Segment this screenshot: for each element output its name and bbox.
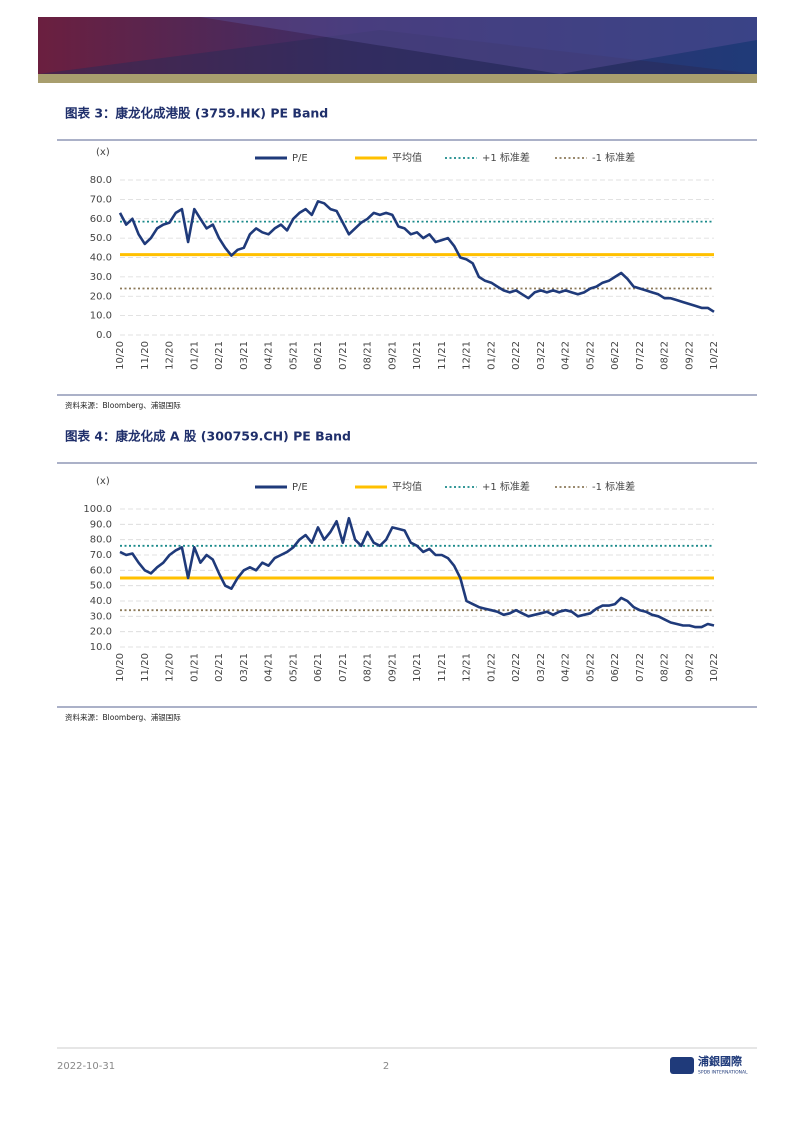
x-tick-label: 09/21 — [387, 341, 398, 370]
x-tick-label: 12/21 — [462, 653, 473, 682]
x-tick-label: 06/21 — [313, 341, 324, 370]
y-axis-label: (x) — [96, 147, 110, 158]
legend-label: +1 标准差 — [482, 480, 530, 493]
x-tick-label: 01/21 — [189, 653, 200, 682]
x-tick-label: 04/22 — [561, 653, 572, 682]
y-tick-label: 80.0 — [90, 535, 112, 546]
y-tick-label: 20.0 — [90, 291, 112, 302]
y-tick-label: 90.0 — [90, 519, 112, 530]
x-tick-label: 08/21 — [363, 653, 374, 682]
x-tick-label: 03/22 — [536, 341, 547, 370]
x-tick-label: 02/22 — [511, 341, 522, 370]
y-tick-label: 70.0 — [90, 194, 112, 205]
figure-title: 图表 3：康龙化成港股 (3759.HK) PE Band — [65, 106, 328, 121]
x-tick-label: 01/22 — [486, 341, 497, 370]
y-tick-label: 20.0 — [90, 627, 112, 638]
x-tick-label: 03/21 — [239, 653, 250, 682]
x-tick-label: 07/21 — [338, 341, 349, 370]
x-tick-label: 10/22 — [709, 341, 720, 370]
x-tick-label: 10/22 — [709, 653, 720, 682]
x-tick-label: 09/22 — [684, 653, 695, 682]
x-tick-label: 10/21 — [412, 341, 423, 370]
y-tick-label: 10.0 — [90, 642, 112, 653]
x-tick-label: 05/22 — [585, 653, 596, 682]
figure-title: 图表 4：康龙化成 A 股 (300759.CH) PE Band — [65, 429, 351, 444]
legend-label: P/E — [292, 153, 308, 164]
legend-label: -1 标准差 — [592, 480, 635, 493]
x-tick-label: 04/21 — [264, 653, 275, 682]
x-tick-label: 03/22 — [536, 653, 547, 682]
logo-subtext: SPDB INTERNATIONAL — [698, 1070, 748, 1076]
source-note: 资料来源：Bloomberg、浦银国际 — [65, 712, 181, 722]
y-tick-label: 100.0 — [83, 504, 112, 515]
legend-label: P/E — [292, 482, 308, 493]
y-tick-label: 60.0 — [90, 214, 112, 225]
source-note: 资料来源：Bloomberg、浦银国际 — [65, 400, 181, 410]
y-tick-label: 30.0 — [90, 611, 112, 622]
x-tick-label: 04/21 — [264, 341, 275, 370]
x-tick-label: 06/21 — [313, 653, 324, 682]
x-tick-label: 05/21 — [288, 341, 299, 370]
x-tick-label: 11/20 — [140, 653, 151, 682]
x-tick-label: 06/22 — [610, 341, 621, 370]
x-tick-label: 02/21 — [214, 341, 225, 370]
y-tick-label: 80.0 — [90, 175, 112, 186]
legend-label: 平均值 — [392, 480, 422, 493]
x-tick-label: 05/21 — [288, 653, 299, 682]
x-tick-label: 03/21 — [239, 341, 250, 370]
x-tick-label: 09/22 — [684, 341, 695, 370]
x-tick-label: 07/21 — [338, 653, 349, 682]
x-tick-label: 11/20 — [140, 341, 151, 370]
y-tick-label: 50.0 — [90, 233, 112, 244]
x-tick-label: 10/21 — [412, 653, 423, 682]
y-tick-label: 30.0 — [90, 272, 112, 283]
x-tick-label: 07/22 — [635, 341, 646, 370]
logo: 浦銀國際 SPDB INTERNATIONAL — [670, 1054, 748, 1076]
x-tick-label: 12/20 — [165, 341, 176, 370]
x-tick-label: 02/21 — [214, 653, 225, 682]
x-tick-label: 04/22 — [561, 341, 572, 370]
x-tick-label: 07/22 — [635, 653, 646, 682]
y-tick-label: 40.0 — [90, 253, 112, 264]
banner — [38, 17, 757, 83]
y-tick-label: 50.0 — [90, 581, 112, 592]
y-tick-label: 10.0 — [90, 311, 112, 322]
x-tick-label: 01/22 — [486, 653, 497, 682]
y-tick-label: 0.0 — [96, 330, 112, 341]
legend-label: +1 标准差 — [482, 151, 530, 164]
x-tick-label: 08/21 — [363, 341, 374, 370]
x-tick-label: 08/22 — [660, 341, 671, 370]
x-tick-label: 06/22 — [610, 653, 621, 682]
x-tick-label: 12/21 — [462, 341, 473, 370]
x-tick-label: 10/20 — [115, 653, 126, 682]
x-tick-label: 10/20 — [115, 341, 126, 370]
x-tick-label: 01/21 — [189, 341, 200, 370]
x-tick-label: 02/22 — [511, 653, 522, 682]
pe-line — [119, 516, 715, 629]
legend-label: -1 标准差 — [592, 151, 635, 164]
x-tick-label: 05/22 — [585, 341, 596, 370]
x-tick-label: 12/20 — [165, 653, 176, 682]
y-axis-label: (x) — [96, 476, 110, 487]
x-tick-label: 11/21 — [437, 341, 448, 370]
footer-date: 2022-10-31 — [57, 1061, 115, 1072]
pe-line — [118, 200, 715, 313]
legend-label: 平均值 — [392, 151, 422, 164]
y-tick-label: 70.0 — [90, 550, 112, 561]
y-tick-label: 40.0 — [90, 596, 112, 607]
x-tick-label: 11/21 — [437, 653, 448, 682]
x-tick-label: 09/21 — [387, 653, 398, 682]
logo-text: 浦銀國際 — [698, 1054, 743, 1068]
page-number: 2 — [383, 1061, 389, 1072]
x-tick-label: 08/22 — [660, 653, 671, 682]
y-tick-label: 60.0 — [90, 565, 112, 576]
